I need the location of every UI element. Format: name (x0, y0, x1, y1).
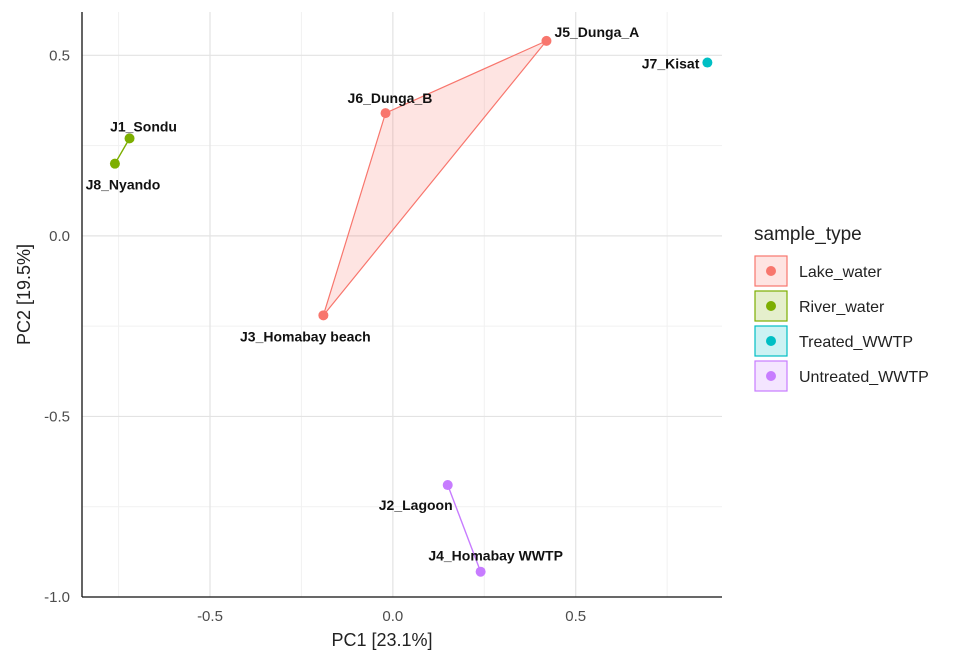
point-label: J6_Dunga_B (348, 90, 433, 106)
hull-untreated_wwtp (447, 484, 482, 572)
y-tick-label: 0.0 (49, 228, 70, 245)
legend: sample_type Lake_water River_water Treated_… (754, 224, 929, 392)
legend-title: sample_type (754, 224, 862, 245)
point-label: J2_Lagoon (379, 497, 453, 513)
hull-lake_water (322, 40, 547, 316)
point-j4_homabay-wwtp (475, 566, 486, 577)
point-j6_dunga_b (380, 108, 391, 119)
x-tick-label: -0.5 (197, 608, 223, 625)
axes: -0.5 0.0 0.5 0.5 0.0 -0.5 -1.0 PC1 [23.1%] PC2 [… (14, 12, 722, 650)
legend-label: River_water (799, 299, 885, 316)
legend-label: Lake_water (799, 264, 882, 281)
point-labels: J5_Dunga_A J6_Dunga_B J3_Homabay beach J1_S… (86, 24, 700, 564)
legend-label: Untreated_WWTP (799, 369, 929, 386)
point-label: J1_Sondu (110, 118, 177, 134)
point-j8_nyando (109, 158, 120, 169)
legend-key-dot (766, 336, 776, 346)
y-tick-label: 0.5 (49, 47, 70, 64)
point-label: J7_Kisat (642, 56, 700, 72)
legend-key-dot (766, 371, 776, 381)
x-axis-title: PC1 [23.1%] (331, 630, 432, 650)
x-tick-label: 0.5 (565, 608, 586, 625)
point-label: J4_Homabay WWTP (428, 548, 563, 564)
legend-key-dot (766, 266, 776, 276)
point-j7_kisat (702, 57, 713, 68)
point-j2_lagoon (442, 480, 453, 491)
group-hulls (114, 40, 547, 572)
y-tick-label: -0.5 (44, 408, 70, 425)
point-label: J8_Nyando (86, 177, 161, 193)
legend-label: Treated_WWTP (799, 334, 913, 351)
y-axis-title: PC2 [19.5%] (14, 244, 34, 345)
y-tick-label: -1.0 (44, 589, 70, 606)
x-tick-label: 0.0 (382, 608, 403, 625)
point-label: J5_Dunga_A (554, 24, 639, 40)
point-j3_homabay-beach (318, 310, 329, 321)
point-j5_dunga_a (541, 35, 552, 46)
legend-key-untreated_wwtp (754, 360, 788, 392)
point-j1_sondu (124, 133, 135, 144)
legend-key-dot (766, 301, 776, 311)
data-points (109, 35, 713, 577)
point-label: J3_Homabay beach (240, 328, 371, 344)
